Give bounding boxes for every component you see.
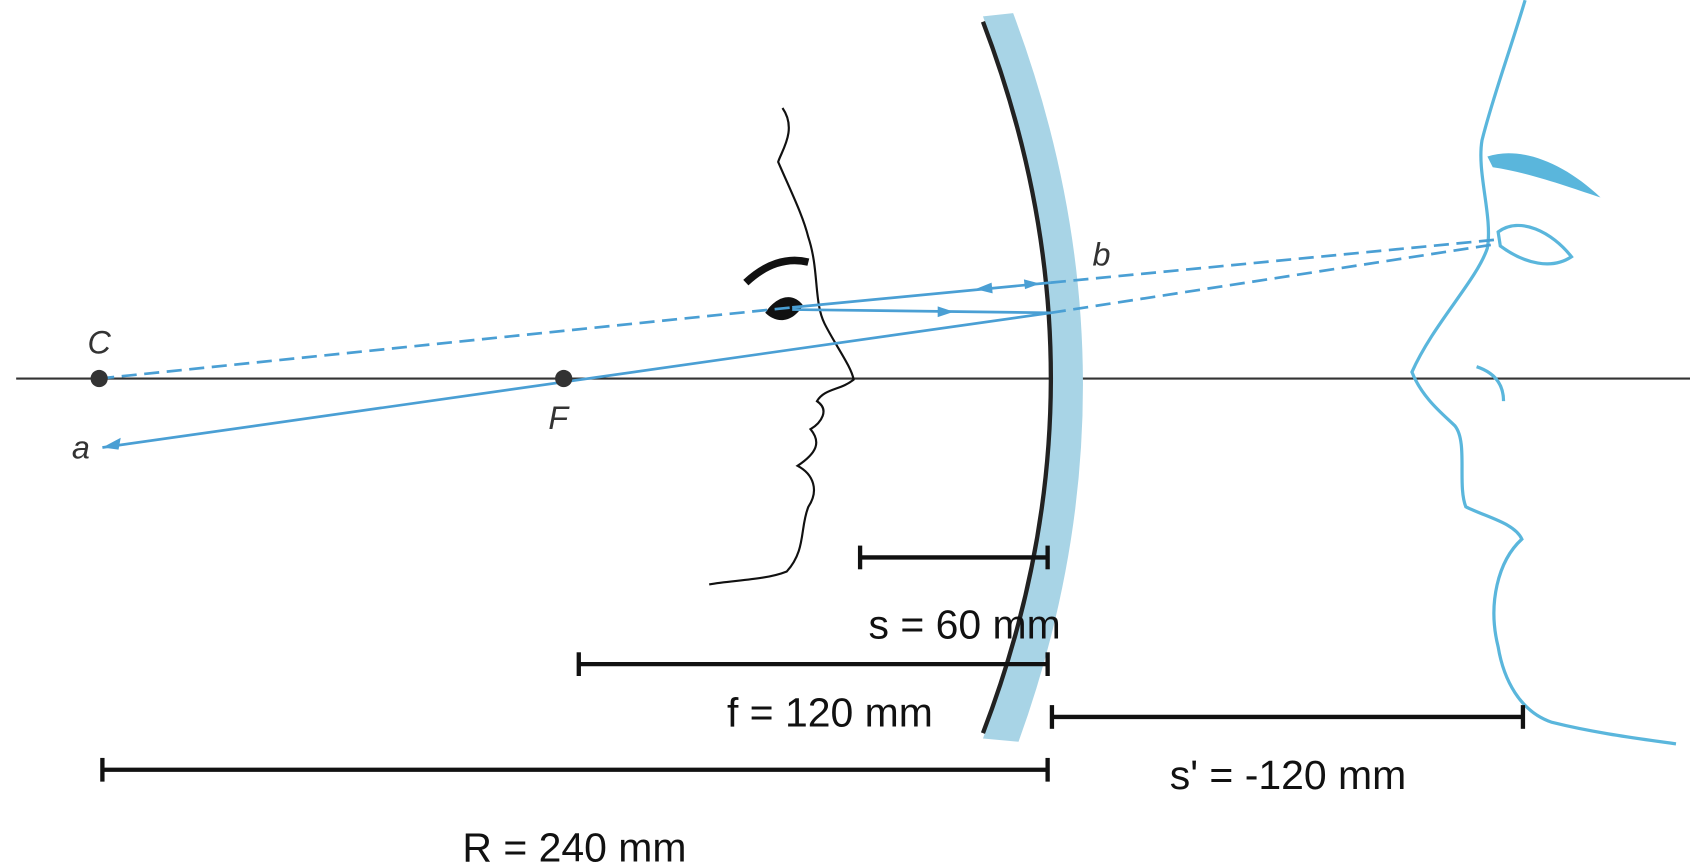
arrow-incoming (1023, 279, 1041, 290)
image-eye (1496, 223, 1574, 266)
dimension-s-prime (1049, 705, 1526, 729)
dimension-f (576, 652, 1050, 677)
dimension-label: f = 120 mm (727, 690, 933, 736)
ray-a-virtual (1050, 242, 1499, 315)
ray-a (102, 311, 1052, 449)
point-label: F (548, 400, 570, 436)
mirror-body (982, 13, 1083, 742)
arrow-reflected (975, 282, 993, 294)
mirror-surface (980, 21, 1054, 734)
ray-label: a (72, 429, 90, 465)
dimension-label: R = 240 mm (462, 824, 686, 867)
ray-center-virtual (99, 306, 793, 380)
dimension-label: s' = -120 mm (1170, 752, 1406, 798)
object-face (709, 107, 855, 586)
ray-label: b (1093, 236, 1111, 272)
dimension-label: s = 60 mm (869, 601, 1061, 647)
image-nostril (1476, 365, 1506, 402)
arrow-a (102, 437, 121, 450)
focal-point (555, 369, 573, 388)
arrow-parallel (937, 306, 954, 318)
dimension-s (857, 545, 1050, 570)
ray-parallel (792, 308, 1051, 315)
object-eyebrow (743, 256, 810, 286)
point-label: C (87, 325, 111, 361)
image-eyebrow (1487, 153, 1601, 198)
dimension-r (100, 757, 1050, 782)
ray-to-mirror (792, 281, 1051, 309)
center-point (90, 369, 108, 388)
image-face (1410, 0, 1677, 746)
ray-b-virtual (1050, 238, 1499, 284)
